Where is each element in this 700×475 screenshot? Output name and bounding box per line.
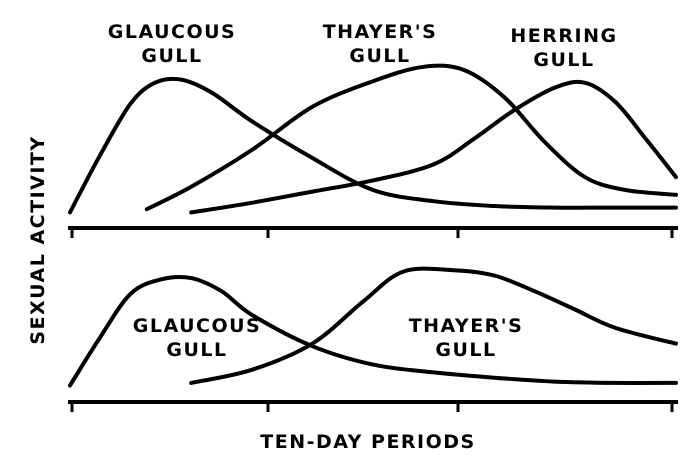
series-line-glaucous-gull [68,76,678,215]
series-line-glaucous-gull [68,274,678,388]
series-label-herring-gull: HERRING GULL [510,25,617,71]
y-axis-label: SEXUAL ACTIVITY [27,135,49,344]
top-panel: GLAUCOUS GULL THAYER'S GULL HERRING GULL [68,21,678,238]
series-label-glaucous-gull: GLAUCOUS GULL [133,315,261,361]
series-line-thayer-s-gull [189,266,678,385]
series-line-thayer-s-gull [144,63,678,212]
series-label-glaucous-gull: GLAUCOUS GULL [108,21,236,67]
bottom-panel: GLAUCOUS GULL THAYER'S GULL [68,266,678,412]
x-axis-label: TEN-DAY PERIODS [260,431,475,453]
series-line-herring-gull [189,79,678,215]
series-label-thayer-s-gull: THAYER'S GULL [323,21,438,67]
series-label-thayer-s-gull: THAYER'S GULL [409,315,524,361]
